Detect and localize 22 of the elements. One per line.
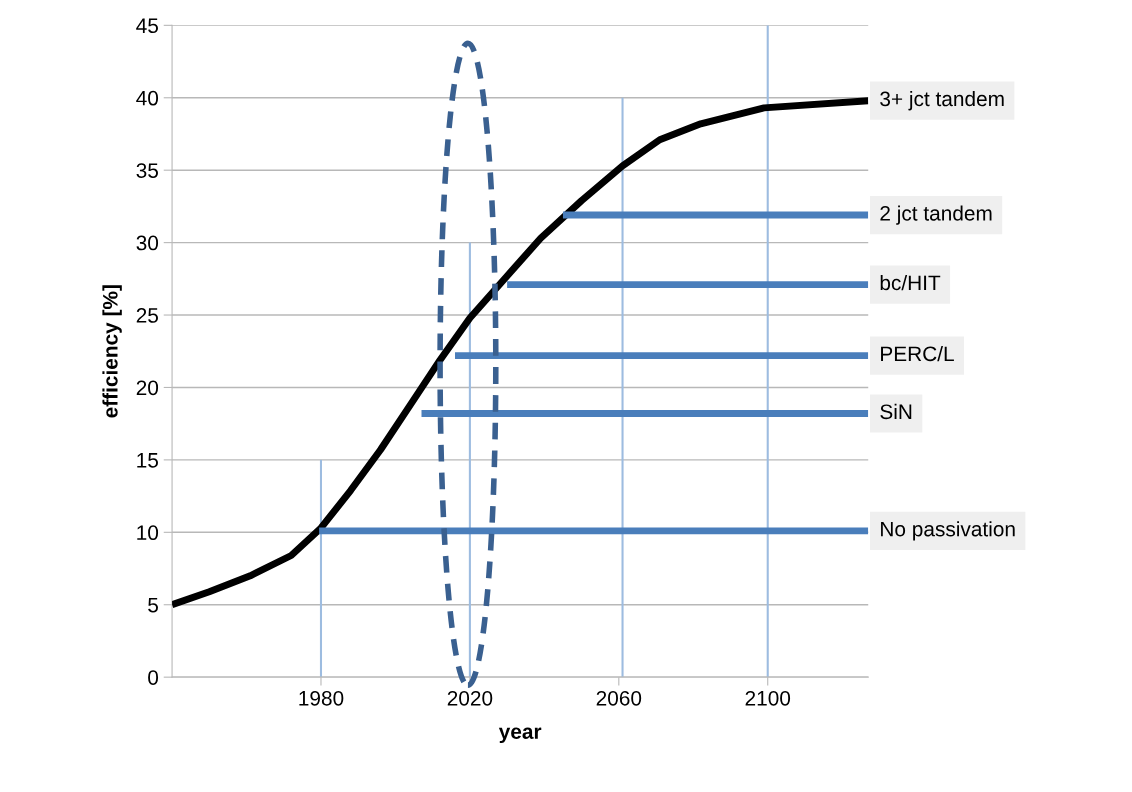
series-label: PERC/L [881,345,954,362]
x-axis-title: year [498,727,542,744]
y-tick-label: 20 [136,380,159,396]
y-tick-label: 25 [136,308,158,323]
y-tick-label: 35 [136,163,158,178]
x-tick-label: 2060 [596,690,642,706]
y-tick-label: 0 [148,670,159,685]
x-tick-label: 1980 [299,690,344,706]
x-tick-label: 2020 [447,690,493,706]
x-tick-label: 2100 [745,690,791,706]
series-label: bc/HIT [880,274,941,291]
series-label: 3+ jct tandem [880,90,1004,111]
y-tick-label: 15 [137,453,158,468]
y-tick-label: 10 [137,525,159,541]
series-label: SiN [880,403,912,420]
series-label: No passivation [881,521,1015,541]
y-tick-label: 30 [136,235,159,251]
y-tick-label: 45 [136,18,158,34]
y-axis-title: efficiency [%] [102,285,122,418]
y-tick-label: 40 [136,90,159,106]
y-tick-label: 5 [148,597,158,613]
series-label: 2 jct tandem [880,205,992,225]
